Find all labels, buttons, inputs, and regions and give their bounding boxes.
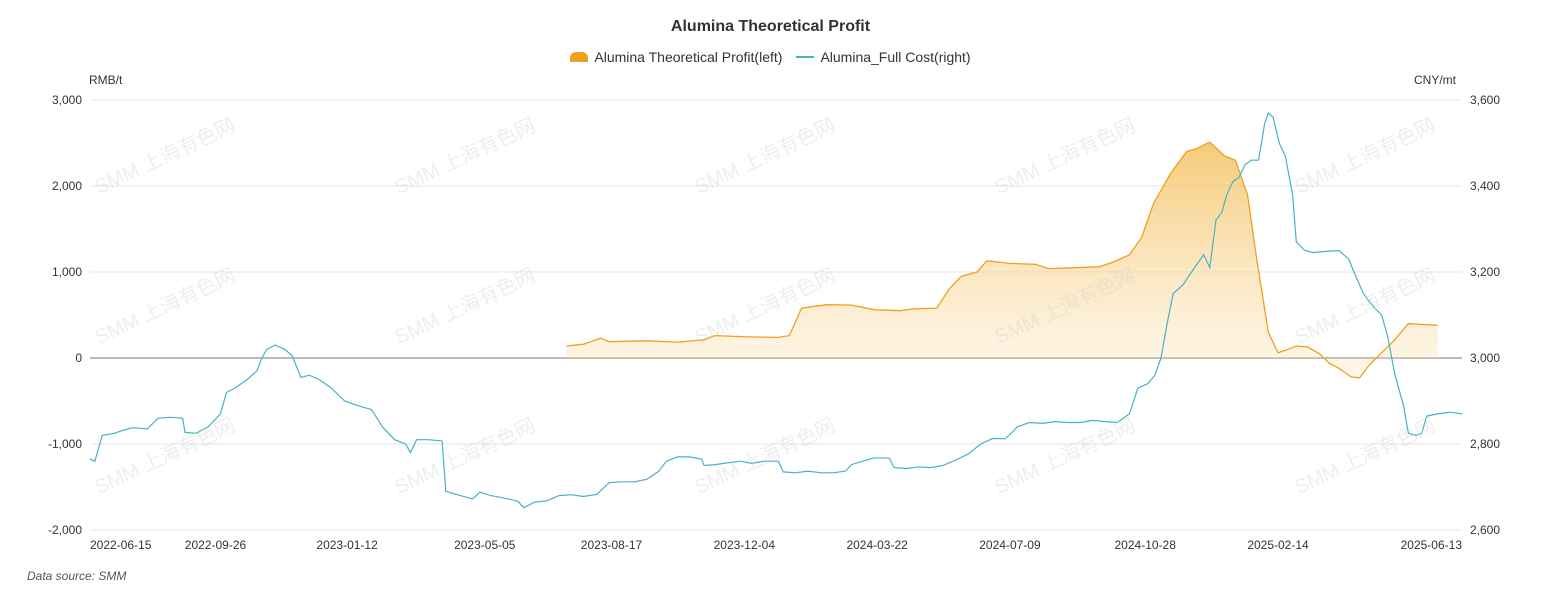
legend-item-profit[interactable]: Alumina Theoretical Profit(left): [570, 49, 782, 65]
data-source-note: Data source: SMM: [27, 569, 127, 583]
left-tick-label: 0: [75, 351, 82, 365]
legend-swatch-cost: [796, 56, 815, 58]
left-tick-label: 2,000: [52, 179, 82, 193]
profit-area-fill: [566, 142, 1438, 378]
right-tick-label: 3,000: [1470, 351, 1500, 365]
x-tick-label: 2025-06-13: [1401, 538, 1463, 552]
right-tick-label: 3,600: [1470, 93, 1500, 107]
right-tick-label: 3,200: [1470, 265, 1500, 279]
left-tick-label: -2,000: [48, 523, 82, 537]
left-axis-unit: RMB/t: [89, 73, 123, 87]
profit-series-line[interactable]: [566, 141, 1438, 379]
legend-label-profit: Alumina Theoretical Profit(left): [594, 49, 783, 65]
right-tick-label: 2,600: [1470, 523, 1500, 537]
x-tick-label: 2024-10-28: [1115, 538, 1177, 552]
full-cost-series-line[interactable]: [89, 111, 1463, 509]
x-tick-label: 2022-06-15: [90, 538, 152, 552]
chart-title: Alumina Theoretical Profit: [670, 18, 871, 35]
x-tick-label: 2024-07-09: [979, 538, 1041, 552]
right-axis-unit: CNY/mt: [1414, 73, 1456, 87]
legend-label-cost: Alumina_Full Cost(right): [820, 49, 971, 65]
legend-item-cost[interactable]: Alumina_Full Cost(right): [796, 49, 971, 65]
x-tick-label: 2023-08-17: [581, 538, 643, 552]
x-tick-label: 2025-02-14: [1247, 538, 1309, 552]
x-tick-label: 2023-12-04: [714, 538, 776, 552]
legend: Alumina Theoretical Profit(left) Alumina…: [0, 49, 1541, 65]
right-tick-label: 3,400: [1470, 179, 1500, 193]
x-tick-label: 2023-01-12: [316, 538, 378, 552]
right-tick-label: 2,800: [1470, 437, 1500, 451]
left-tick-label: 1,000: [52, 265, 82, 279]
x-tick-label: 2024-03-22: [846, 538, 908, 552]
legend-swatch-profit: [570, 52, 589, 62]
x-tick-label: 2023-05-05: [454, 538, 516, 552]
left-tick-label: -1,000: [48, 437, 82, 451]
left-tick-label: 3,000: [52, 93, 82, 107]
x-tick-label: 2022-09-26: [185, 538, 247, 552]
